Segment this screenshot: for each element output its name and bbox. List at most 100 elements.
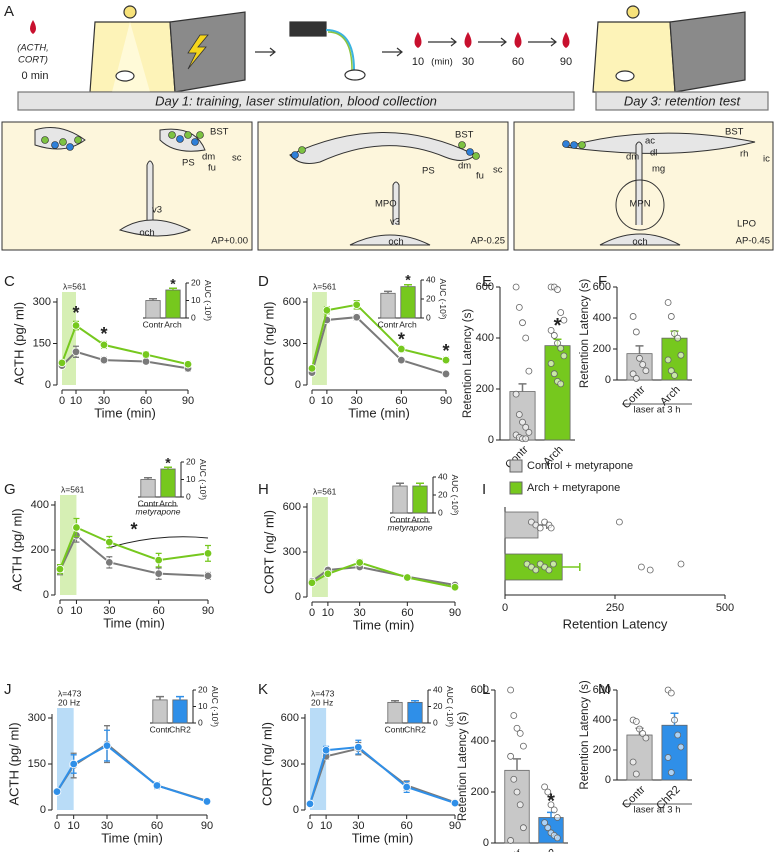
error-bar (562, 563, 581, 571)
individual-point (616, 518, 623, 526)
y-tick-label: 300 (33, 296, 51, 308)
data-point (441, 369, 451, 379)
region-label: BST (725, 127, 744, 138)
x-axis-label: Time (min) (101, 830, 163, 845)
region-label: och (632, 237, 647, 248)
data-point (69, 759, 78, 769)
y-tick-label: 300 (281, 758, 299, 770)
panel-letter: A (4, 3, 14, 20)
region-label: MPO (375, 199, 397, 210)
bar (544, 345, 571, 441)
significance-star: * (405, 272, 411, 288)
stim-label: λ=561 (313, 486, 337, 496)
y-axis-label: AUC (·10³) (445, 686, 455, 727)
bar (165, 289, 181, 319)
data-point (52, 787, 62, 796)
individual-point (547, 326, 555, 334)
individual-point (550, 332, 558, 339)
panel-letter: M (598, 681, 611, 698)
panel-letter: J (4, 681, 12, 698)
time-label: 90 (560, 56, 572, 68)
x-tick-label: 90 (202, 605, 214, 617)
y-tick-label: 0 (605, 374, 611, 386)
section-labels: BST dm PS fu sc v3 och AP+0.00 BST PS dm… (139, 127, 770, 248)
y-axis-label: Retention Latency (s) (462, 309, 474, 418)
individual-point (632, 770, 640, 778)
individual-point (547, 524, 555, 532)
y-tick-label: 0 (483, 837, 489, 849)
x-tick-label: 30 (103, 605, 115, 617)
series-line (311, 561, 456, 589)
stim-label: 20 Hz (58, 697, 80, 707)
x-tick-label: 60 (140, 395, 152, 407)
x-tick-label: 0 (309, 607, 315, 619)
y-tick-label: 400 (593, 714, 611, 726)
individual-point (544, 788, 552, 796)
region-label: fu (208, 163, 216, 174)
data-point (141, 350, 151, 359)
y-tick-label: 400 (471, 735, 489, 747)
individual-point (510, 712, 518, 719)
hormone-text: (ACTH, (17, 43, 49, 54)
individual-point (513, 788, 521, 796)
x-tick-label: 30 (352, 820, 364, 832)
x-tick-label: 60 (401, 820, 413, 832)
region-label: mg (652, 164, 665, 175)
y-axis-label: ACTH (pg/ ml) (6, 722, 21, 805)
y-axis-label: Retention Latency (s) (457, 712, 469, 821)
panel-letter: D (258, 273, 269, 290)
x-tick-label: 30 (354, 607, 366, 619)
x-tick-label: 10 (70, 605, 82, 617)
region-label: dm (202, 152, 215, 163)
region-label: v3 (152, 205, 162, 216)
y-tick-label: 600 (283, 296, 301, 308)
region-label: BST (210, 127, 229, 138)
series-line (56, 742, 208, 802)
y-axis-label: Retention Latency (s) (579, 279, 591, 388)
x-tick-label: 0 (502, 602, 508, 614)
y-tick-label: 40 (438, 471, 448, 481)
region-label: ic (763, 154, 770, 165)
individual-point (515, 411, 523, 418)
y-tick-label: 0 (293, 804, 299, 816)
y-tick-label: 10 (198, 701, 208, 711)
data-point (105, 537, 114, 547)
individual-point (560, 352, 568, 360)
data-point (203, 549, 213, 558)
bar (152, 699, 168, 724)
individual-point (525, 428, 533, 436)
individual-point (629, 370, 637, 378)
start-time: 0 min (22, 70, 49, 82)
category-label: Arch (399, 319, 417, 329)
x-axis-label: Time (min) (348, 405, 410, 420)
region-label: rh (740, 149, 748, 160)
region-label: PS (422, 166, 435, 177)
y-tick-label: 600 (593, 684, 611, 696)
individual-point (664, 299, 672, 306)
panel-letter: K (258, 681, 268, 698)
stim-band (60, 495, 77, 595)
x-tick-label: 90 (449, 607, 461, 619)
panel-letter: C (4, 273, 15, 290)
category-label: Arch (159, 498, 177, 508)
individual-point (544, 824, 552, 832)
individual-point (545, 566, 553, 574)
hormone-text: CORT) (18, 55, 48, 66)
bar (387, 701, 403, 724)
y-tick-label: 20 (198, 684, 208, 694)
y-tick-label: 200 (593, 343, 611, 355)
error-bar (164, 466, 172, 469)
x-tick-label: 60 (153, 605, 165, 617)
region-label: v3 (390, 217, 400, 228)
x-tick-label: 60 (395, 395, 407, 407)
individual-point (664, 356, 672, 364)
y-axis-label: AUC (·10³) (210, 686, 220, 727)
y-tick-label: 300 (283, 337, 301, 349)
data-point (402, 782, 411, 792)
y-axis-label: CORT (ng/ ml) (261, 301, 276, 385)
region-label: BST (455, 130, 474, 141)
error-bar (156, 695, 164, 700)
y-axis-label: AUC (·10³) (450, 474, 460, 515)
individual-point (550, 370, 558, 378)
category-label: Contr (385, 724, 406, 734)
